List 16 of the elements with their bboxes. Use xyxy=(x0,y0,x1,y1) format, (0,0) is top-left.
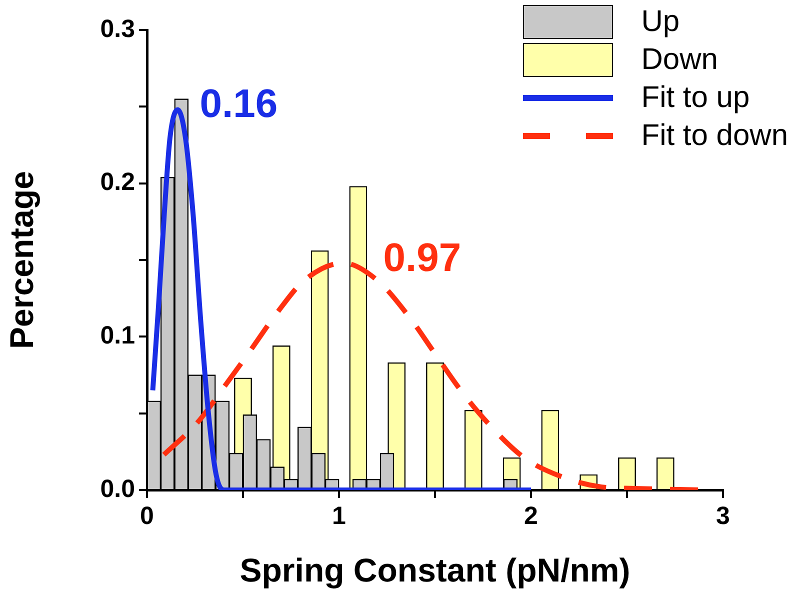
legend-label: Fit to up xyxy=(641,80,750,114)
y-axis-title: Percentage xyxy=(2,171,40,349)
legend-label: Fit to down xyxy=(641,118,788,152)
legend-label: Down xyxy=(641,42,718,76)
y-tick-label: 0.0 xyxy=(100,474,135,503)
x-tick-label: 1 xyxy=(332,502,346,530)
annotation: 0.97 xyxy=(383,236,462,280)
y-tick-label: 0.3 xyxy=(100,14,135,43)
annotation: 0.16 xyxy=(200,82,278,126)
x-tick-label: 3 xyxy=(716,502,730,530)
x-tick-label: 0 xyxy=(140,502,154,530)
y-tick-label: 0.1 xyxy=(100,322,136,350)
legend-label: Up xyxy=(641,4,680,38)
y-tick-label: 0.2 xyxy=(100,168,135,196)
x-tick-label: 2 xyxy=(524,502,538,530)
x-axis-title: Spring Constant (pN/nm) xyxy=(240,551,630,588)
